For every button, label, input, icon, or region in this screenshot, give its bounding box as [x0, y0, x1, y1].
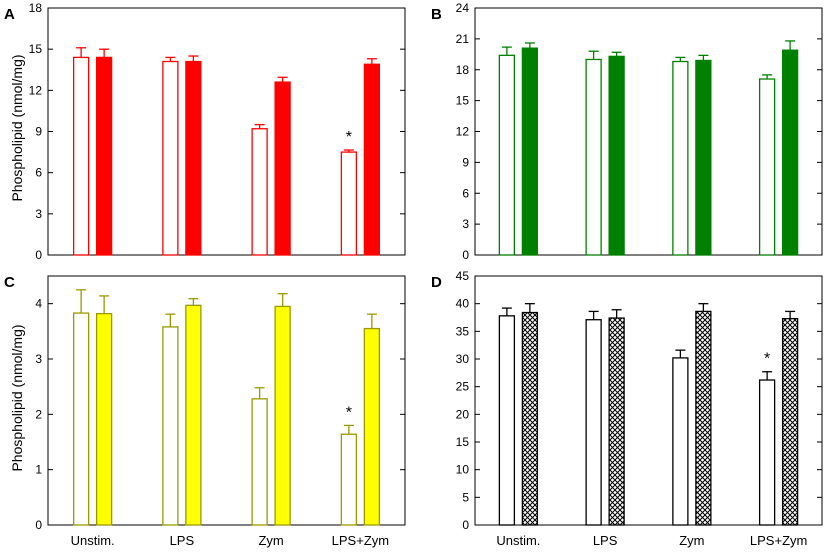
x-category-label: Zym — [258, 533, 283, 548]
bar-filled — [781, 49, 799, 256]
y-tick-label: 35 — [456, 324, 470, 338]
y-tick-label: 9 — [35, 125, 42, 139]
y-tick-label: 30 — [456, 352, 470, 366]
bar-open — [672, 357, 689, 526]
x-category-label: Zym — [679, 533, 704, 548]
bar-open — [585, 319, 602, 526]
y-tick-label: 15 — [29, 42, 43, 56]
panel-b: B 0 3 6 9 12 15 18 21 24 — [431, 1, 823, 262]
y-tick-label: 9 — [462, 155, 469, 169]
bar-open — [162, 326, 179, 526]
y-tick-label: 0 — [462, 518, 469, 532]
x-category-label: LPS — [593, 533, 618, 548]
y-tick-label: 12 — [29, 83, 43, 97]
bar-open — [758, 78, 776, 256]
y-tick-label: 5 — [462, 490, 469, 504]
y-axis-title-top: Phospholipid (nmol/mg) — [9, 54, 25, 201]
bar-filled — [363, 63, 381, 256]
y-tick-label: 4 — [35, 297, 42, 311]
bar-open — [498, 315, 516, 526]
bar-filled — [781, 317, 799, 526]
y-tick-label: 40 — [456, 297, 470, 311]
significance-star: * — [346, 129, 352, 146]
bar-filled — [608, 317, 625, 526]
y-tick-label: 18 — [29, 1, 43, 15]
y-tick-label: 10 — [456, 463, 470, 477]
bar-open — [758, 379, 776, 526]
y-tick-label: 0 — [462, 248, 469, 262]
y-tick-label: 3 — [462, 217, 469, 231]
y-tick-label: 6 — [35, 166, 42, 180]
y-tick-label: 6 — [462, 186, 469, 200]
bar-open — [162, 60, 179, 256]
panel-label: A — [4, 6, 15, 23]
bar-filled — [521, 47, 539, 256]
panel-label: B — [431, 6, 442, 23]
bar-filled — [185, 304, 202, 526]
x-category-label: Unstim. — [496, 533, 540, 548]
plot-frame — [474, 275, 823, 526]
y-tick-label: 15 — [456, 94, 470, 108]
bar-filled — [608, 55, 625, 256]
bar-filled — [95, 312, 113, 526]
x-category-label: LPS+Zym — [332, 533, 389, 548]
y-tick-label: 21 — [456, 32, 470, 46]
y-tick-label: 18 — [456, 63, 470, 77]
y-tick-label: 3 — [35, 352, 42, 366]
bar-open — [251, 398, 268, 526]
panel-label: C — [4, 274, 15, 291]
bar-open — [340, 433, 358, 526]
bar-filled — [695, 59, 712, 256]
bar-filled — [185, 60, 202, 256]
panel-c: C 0 1 2 3 4 Unstim. LPS Zym LPS+Zym * — [4, 274, 406, 548]
bar-open — [72, 312, 90, 526]
panel-d: D 0 5 10 15 20 25 30 35 40 45 Unstim. LPS Zym LPS+Zym * — [431, 269, 823, 548]
bar-filled — [274, 81, 291, 256]
y-axis-title-bottom: Phospholipid (nmol/mg) — [9, 324, 25, 471]
plot-frame — [47, 275, 406, 526]
bar-filled — [274, 305, 291, 526]
bar-filled — [521, 311, 539, 526]
y-tick-label: 15 — [456, 435, 470, 449]
bar-filled — [695, 310, 712, 526]
x-category-label: LPS+Zym — [750, 533, 807, 548]
y-tick-label: 12 — [456, 125, 470, 139]
bar-open — [498, 54, 516, 256]
y-tick-label: 24 — [456, 1, 470, 15]
bar-filled — [95, 56, 113, 256]
y-tick-label: 0 — [35, 248, 42, 262]
bar-open — [585, 58, 602, 256]
significance-star: * — [764, 351, 770, 368]
panel-label: D — [431, 274, 442, 291]
y-tick-label: 20 — [456, 407, 470, 421]
y-tick-label: 0 — [35, 518, 42, 532]
y-tick-label: 3 — [35, 207, 42, 221]
bar-open — [72, 56, 90, 256]
panel-a: A 0 3 6 9 12 15 18 * — [4, 1, 406, 262]
bar-open — [251, 128, 268, 256]
significance-star: * — [346, 404, 352, 421]
x-category-label: Unstim. — [71, 533, 115, 548]
bar-open — [340, 151, 358, 256]
y-tick-label: 25 — [456, 380, 470, 394]
bar-open — [672, 60, 689, 256]
x-category-label: LPS — [170, 533, 195, 548]
bar-filled — [363, 327, 381, 526]
y-tick-label: 45 — [456, 269, 470, 283]
y-tick-label: 1 — [35, 463, 42, 477]
y-tick-label: 2 — [35, 407, 42, 421]
